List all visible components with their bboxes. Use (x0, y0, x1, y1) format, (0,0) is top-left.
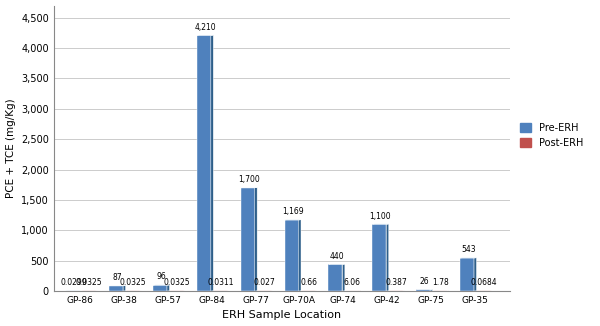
Text: 0.0325: 0.0325 (76, 278, 103, 287)
Text: 26: 26 (419, 277, 429, 286)
Text: 0.0311: 0.0311 (208, 278, 234, 287)
Y-axis label: PCE + TCE (mg/Kg): PCE + TCE (mg/Kg) (5, 98, 16, 198)
Polygon shape (211, 35, 213, 291)
Polygon shape (343, 264, 345, 291)
Text: 0.027: 0.027 (254, 278, 275, 287)
Text: 0.0325: 0.0325 (120, 278, 146, 287)
Bar (284, 220, 299, 291)
Polygon shape (430, 289, 433, 291)
X-axis label: ERH Sample Location: ERH Sample Location (223, 310, 341, 320)
Bar (372, 224, 386, 291)
Text: 0.387: 0.387 (385, 278, 407, 287)
Polygon shape (358, 290, 361, 291)
Bar (460, 258, 474, 291)
Text: 0.0299: 0.0299 (60, 278, 87, 287)
Bar (109, 286, 123, 291)
Polygon shape (386, 224, 389, 291)
Text: 96: 96 (157, 273, 166, 281)
Bar (197, 35, 211, 291)
Legend: Pre-ERH, Post-ERH: Pre-ERH, Post-ERH (515, 119, 587, 152)
Text: 1.78: 1.78 (432, 278, 449, 287)
Polygon shape (474, 258, 476, 291)
Text: 0.0684: 0.0684 (470, 278, 497, 287)
Bar (328, 264, 343, 291)
Text: 87: 87 (113, 273, 122, 282)
Text: 6.06: 6.06 (344, 278, 361, 287)
Bar (153, 285, 167, 291)
Text: 0.0325: 0.0325 (164, 278, 190, 287)
Bar (241, 188, 255, 291)
Polygon shape (123, 286, 125, 291)
Polygon shape (255, 187, 257, 291)
Text: 440: 440 (329, 252, 344, 260)
Polygon shape (167, 285, 169, 291)
Text: 543: 543 (461, 245, 476, 254)
Polygon shape (299, 220, 301, 291)
Text: 1,169: 1,169 (282, 207, 304, 216)
Text: 0.66: 0.66 (300, 278, 317, 287)
Text: 1,700: 1,700 (238, 175, 260, 184)
Bar (416, 289, 430, 291)
Text: 1,100: 1,100 (370, 212, 391, 220)
Text: 4,210: 4,210 (194, 22, 216, 32)
